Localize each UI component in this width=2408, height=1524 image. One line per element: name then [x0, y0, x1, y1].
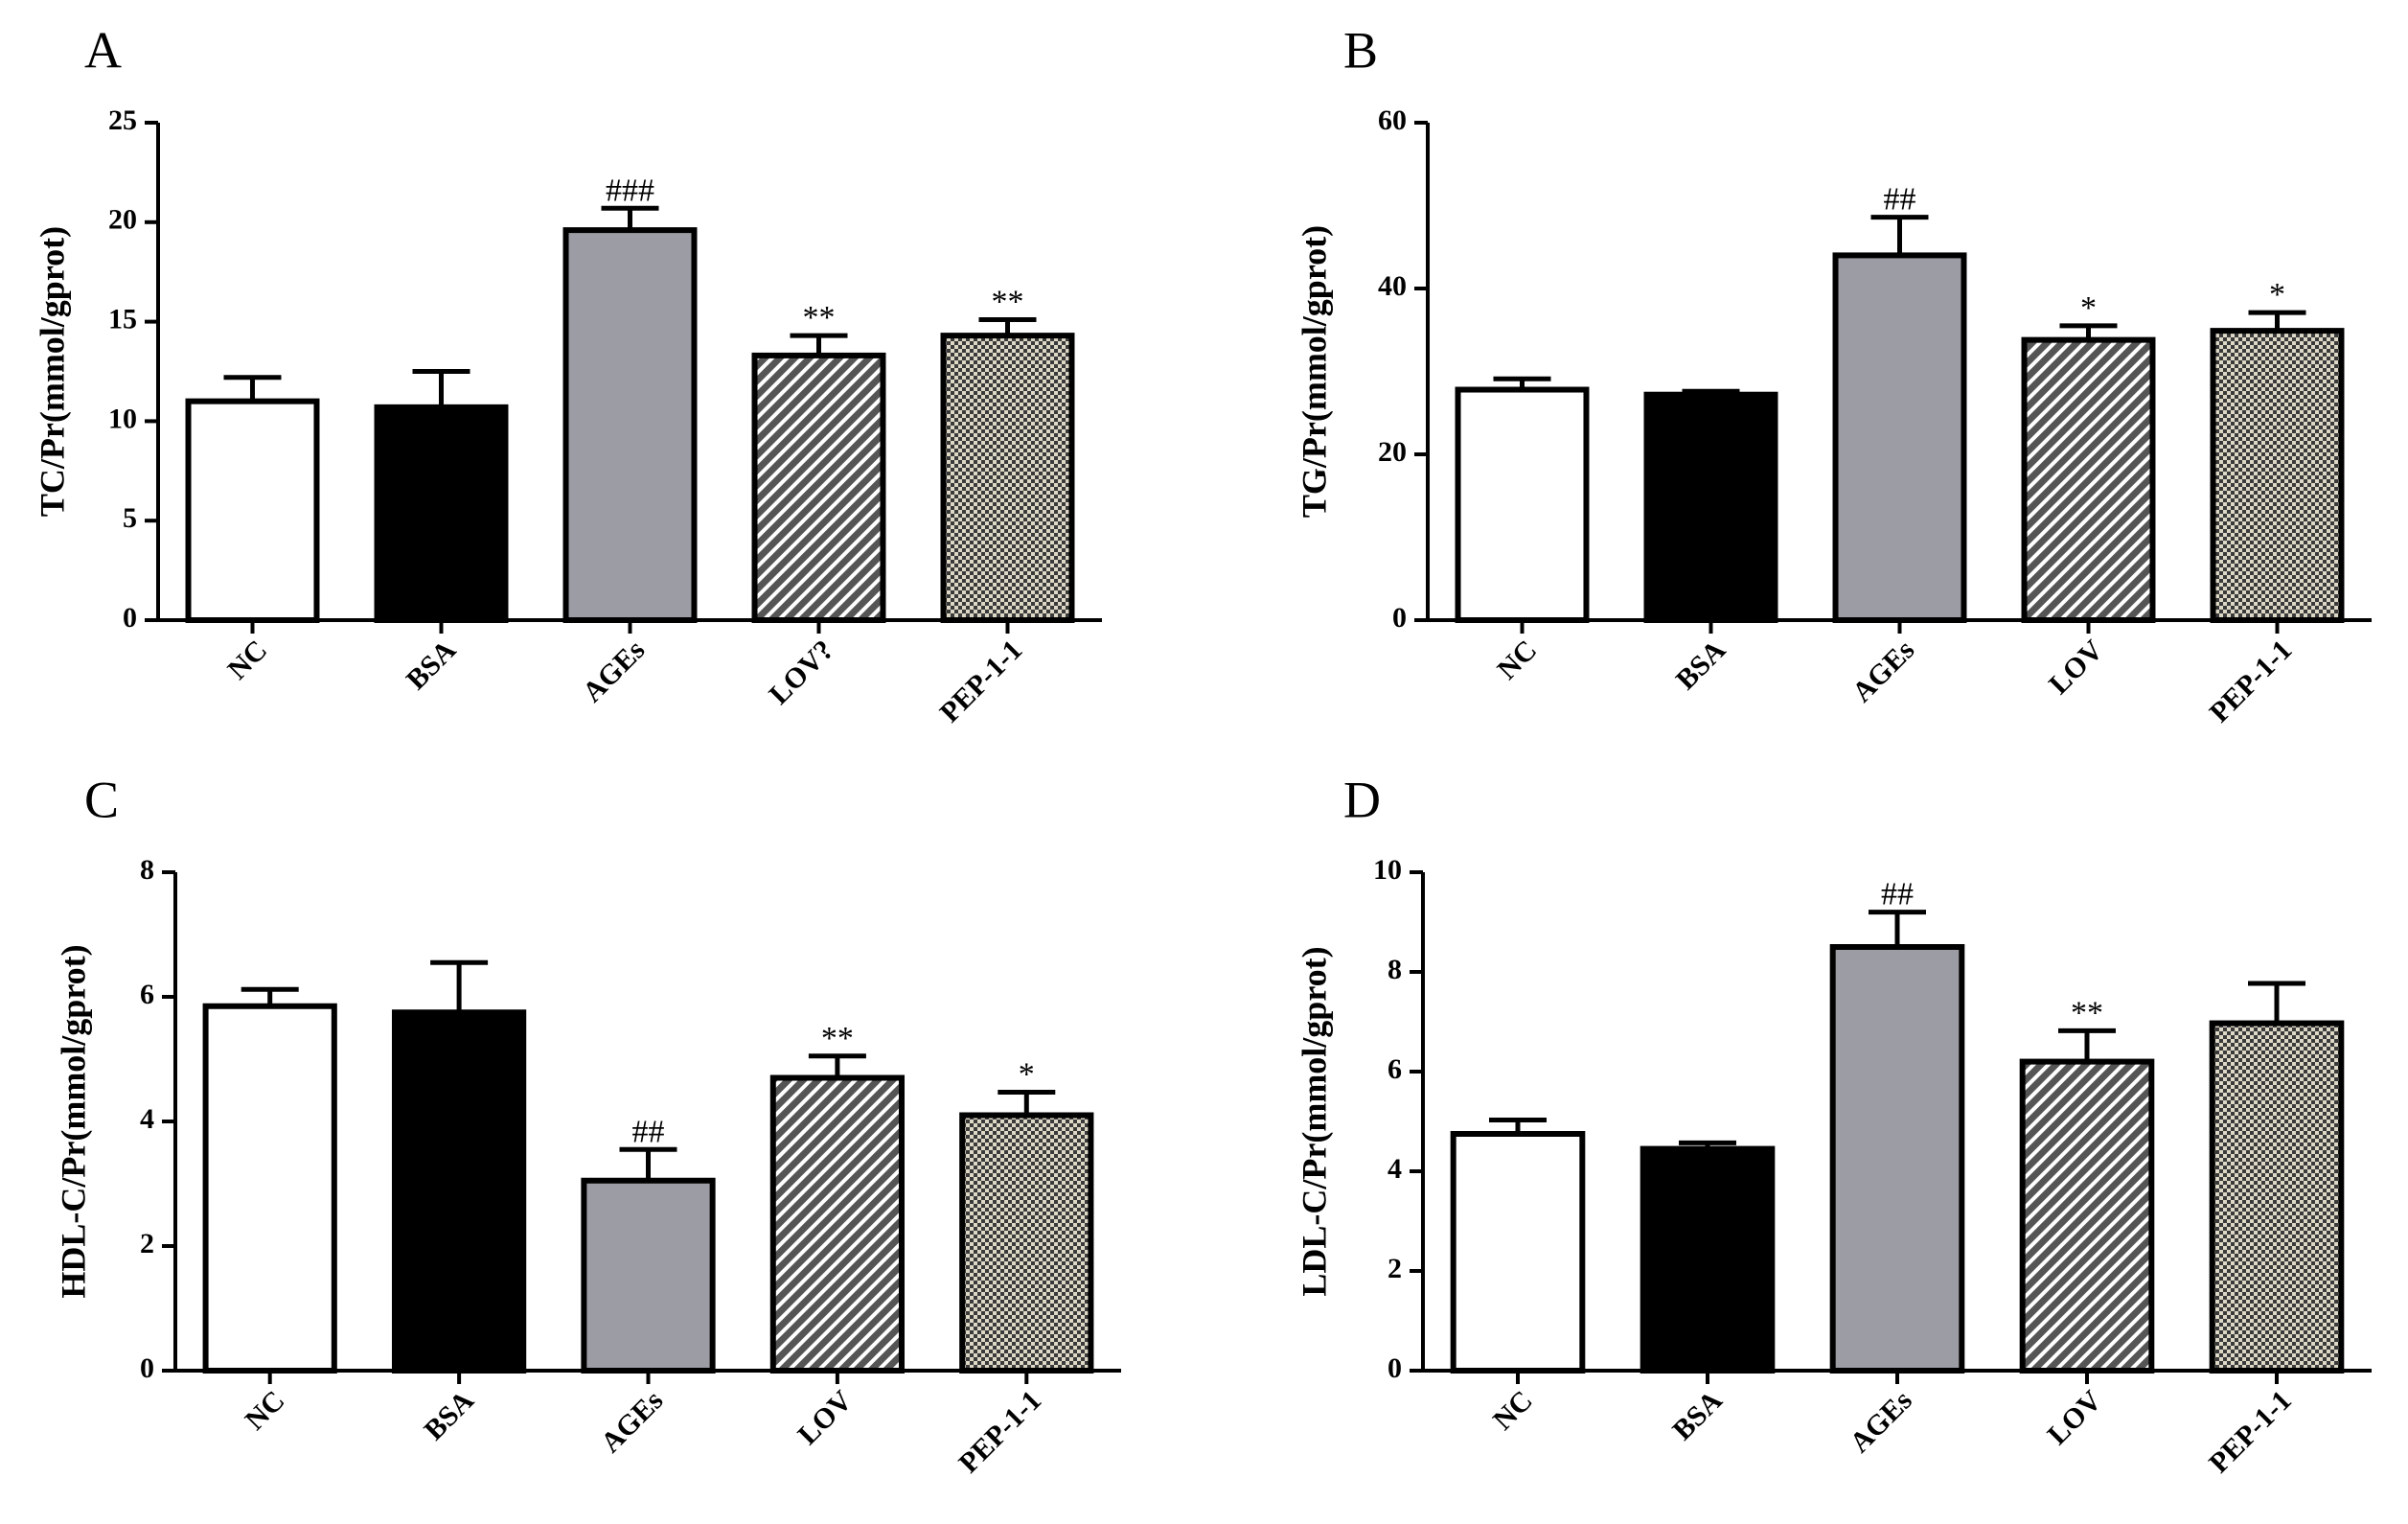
x-category-label: BSA: [1670, 634, 1732, 696]
x-category-label: PEP-1-1: [934, 634, 1029, 728]
bar-nc: [1450, 1131, 1586, 1374]
y-axis-title: TG/Pr(mmol/gprot): [1295, 225, 1333, 518]
y-tick-label: 6: [1387, 1053, 1402, 1085]
x-category-label: LOV: [2043, 634, 2110, 701]
x-category-label: LOV: [791, 1384, 859, 1451]
panel-b: B TG/Pr(mmol/gprot) 0 20 40 60 NC BSA AGEs ## LOV *…: [1295, 21, 2372, 728]
x-category-label: AGEs: [595, 1384, 670, 1459]
panel-d: D LDL-C/Pr(mmol/gprot) 0 2 4 6 8 10 NC BSA AGEs ## L…: [1295, 771, 2372, 1479]
bar-pep-1-1: [940, 333, 1075, 623]
significance-label: *: [2080, 290, 2097, 326]
bar-ages: [1832, 252, 1967, 623]
bar-ages: [562, 227, 698, 623]
x-category-label: PEP-1-1: [2203, 1384, 2298, 1479]
x-category-label: AGEs: [577, 634, 652, 708]
bar-bsa: [1643, 391, 1778, 623]
y-tick-label: 4: [140, 1103, 154, 1135]
x-category-label: NC: [1487, 1384, 1539, 1436]
bar-lov: [769, 1074, 906, 1374]
bar-bsa: [374, 404, 509, 624]
y-tick-label: 4: [1387, 1153, 1402, 1185]
y-tick-label: 10: [108, 403, 137, 434]
significance-label: **: [992, 285, 1024, 320]
y-tick-label: 6: [140, 979, 154, 1010]
bar-lov: [2021, 336, 2156, 623]
y-tick-label: 40: [1378, 270, 1407, 302]
panel-letter: A: [84, 21, 122, 79]
y-tick-label: 60: [1378, 104, 1407, 136]
bar-bsa: [1640, 1145, 1776, 1374]
significance-label: *: [2269, 277, 2285, 312]
x-category-label: NC: [221, 634, 273, 685]
y-tick-label: 2: [140, 1228, 154, 1259]
panel-letter: C: [84, 771, 119, 828]
y-tick-label: 15: [108, 303, 137, 335]
significance-label: **: [803, 300, 836, 335]
bar-pep-1-1: [2209, 1020, 2345, 1374]
bar-nc: [185, 398, 320, 624]
bar-pep-1-1: [959, 1112, 1094, 1374]
significance-label: ##: [1881, 877, 1914, 912]
panel-letter: D: [1343, 771, 1381, 828]
y-axis-title: TC/Pr(mmol/gprot): [33, 226, 71, 517]
x-category-label: BSA: [418, 1384, 480, 1446]
x-category-label: PEP-1-1: [952, 1384, 1047, 1479]
x-category-label: LOV?: [763, 634, 839, 710]
bar-nc: [202, 1003, 337, 1374]
x-category-label: NC: [1491, 634, 1543, 685]
panel-c: C HDL-C/Pr(mmol/gprot) 0 2 4 6 8 NC BSA AGEs ## LOV…: [54, 771, 1121, 1479]
y-tick-label: 5: [123, 502, 137, 534]
significance-label: ##: [1884, 182, 1916, 218]
y-axis-title: LDL-C/Pr(mmol/gprot): [1295, 946, 1333, 1296]
x-category-label: AGEs: [1846, 634, 1921, 708]
y-tick-label: 2: [1387, 1253, 1402, 1284]
significance-label: **: [2071, 995, 2103, 1030]
x-category-label: NC: [240, 1384, 291, 1436]
panel-letter: B: [1343, 21, 1378, 79]
significance-label: ###: [606, 173, 654, 208]
x-category-label: AGEs: [1844, 1384, 1918, 1459]
panel-a: A TC/Pr(mmol/gprot) 0 5 10 15 20 25 NC BSA AGEs ###…: [33, 21, 1102, 728]
bar-ages: [581, 1177, 716, 1374]
x-category-label: PEP-1-1: [2204, 634, 2299, 728]
y-tick-label: 25: [108, 104, 137, 136]
bar-pep-1-1: [2210, 328, 2345, 623]
x-category-label: LOV: [2042, 1384, 2109, 1451]
y-tick-label: 0: [1392, 602, 1407, 634]
y-tick-label: 0: [140, 1352, 154, 1384]
significance-label: ##: [632, 1114, 665, 1149]
bar-lov: [2019, 1058, 2155, 1374]
bar-nc: [1455, 386, 1590, 623]
significance-label: *: [1019, 1056, 1035, 1092]
y-tick-label: 0: [1387, 1352, 1402, 1384]
y-tick-label: 10: [1373, 854, 1402, 886]
y-tick-label: 20: [108, 204, 137, 236]
y-axis-title: HDL-C/Pr(mmol/gprot): [54, 944, 92, 1298]
y-tick-label: 8: [1387, 954, 1402, 985]
y-tick-label: 8: [140, 854, 154, 886]
x-category-label: BSA: [401, 634, 463, 696]
bar-ages: [1829, 944, 1965, 1374]
y-tick-label: 20: [1378, 436, 1407, 468]
bar-bsa: [391, 1009, 527, 1374]
significance-label: **: [821, 1021, 854, 1056]
y-tick-label: 0: [123, 602, 137, 634]
x-category-label: BSA: [1666, 1384, 1729, 1446]
bar-lov: [751, 352, 886, 623]
